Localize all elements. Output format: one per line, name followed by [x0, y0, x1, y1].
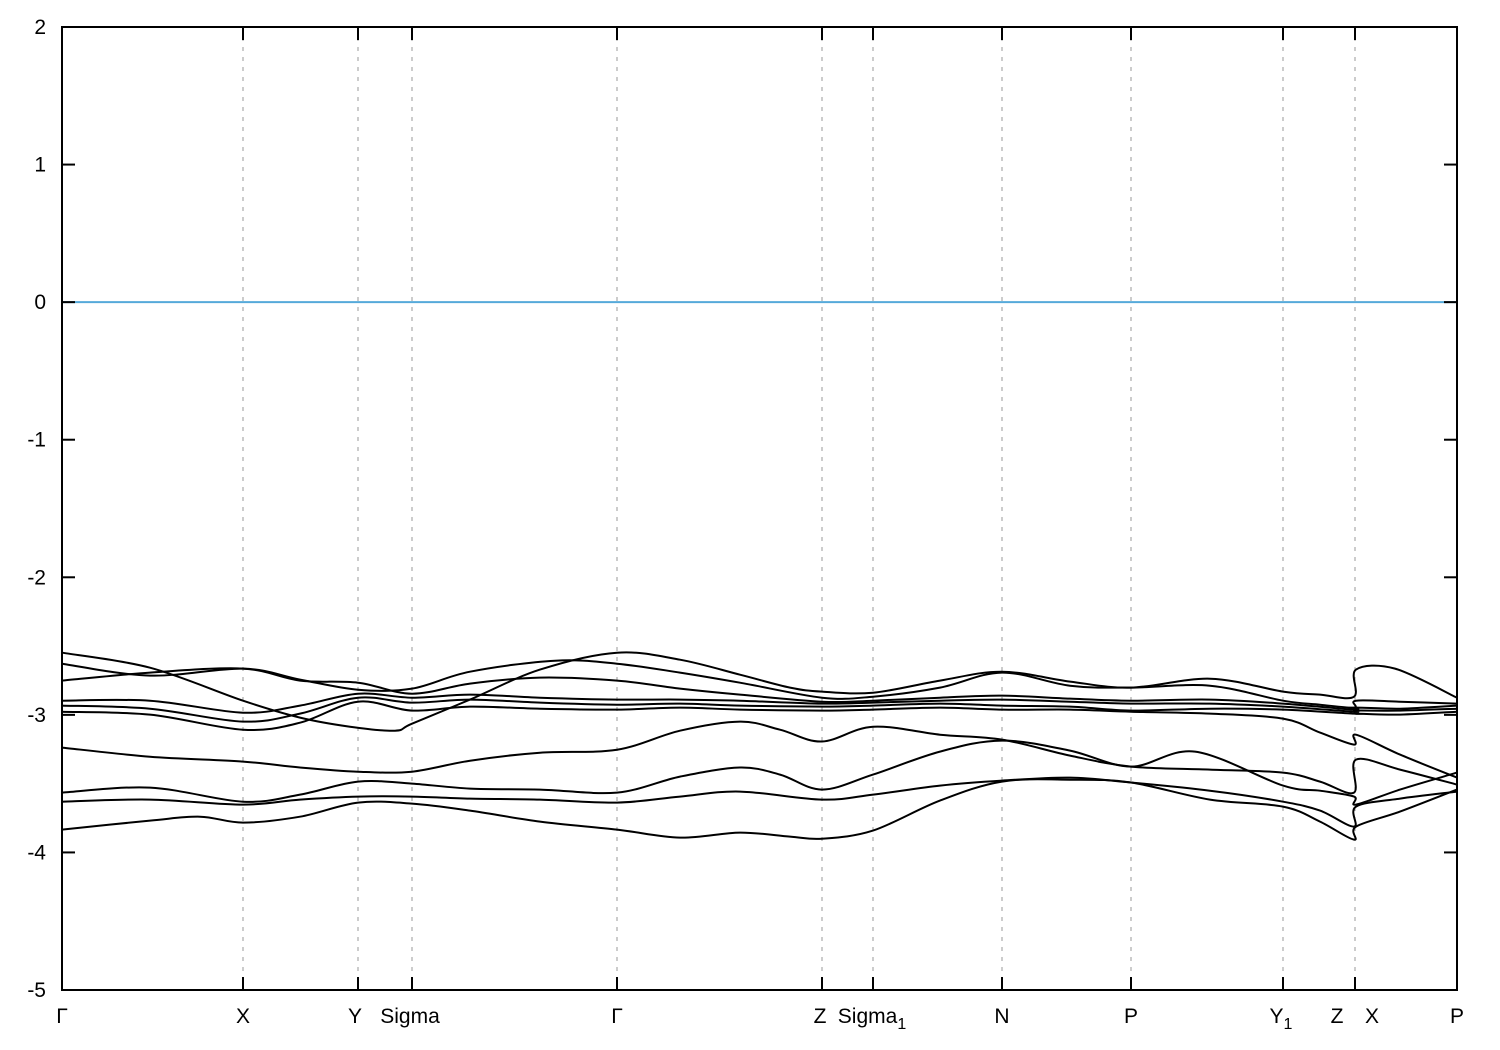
band-02-line [61, 659, 1458, 709]
band-08-line [61, 739, 1458, 806]
y-tick-label: -1 [27, 429, 46, 452]
band-03-line [61, 667, 1458, 711]
y-tick-label: -3 [27, 704, 46, 727]
k-point-label: N [994, 1005, 1009, 1028]
band-04-line [61, 692, 1458, 714]
k-point-label: X [1365, 1005, 1379, 1028]
y-tick-label: 2 [34, 16, 46, 39]
y-tick-label: -4 [27, 841, 46, 864]
k-point-label: Sigma1 [838, 1005, 907, 1033]
band-06-line [61, 700, 1458, 779]
k-point-label: Γ [611, 1005, 623, 1028]
y-tick-label: 1 [34, 154, 46, 177]
y-tick-label: -5 [27, 979, 46, 1002]
band-05-line [61, 696, 1458, 723]
k-point-label: Y [348, 1005, 362, 1028]
k-point-label: P [1124, 1005, 1138, 1028]
band-10-line [61, 778, 1458, 841]
k-point-label: Y1 [1270, 1005, 1293, 1033]
k-point-label: P [1450, 1005, 1464, 1028]
band-01-line [61, 651, 1458, 732]
band-09-line [61, 776, 1458, 828]
k-point-label: Z [814, 1005, 827, 1028]
plot-border [61, 26, 1458, 991]
k-point-label: X [236, 1005, 250, 1028]
y-tick-label: 0 [34, 291, 46, 314]
k-point-label: Z [1331, 1005, 1344, 1028]
k-point-label: Γ [56, 1005, 68, 1028]
k-point-label: Sigma [380, 1005, 440, 1028]
band-07-line [61, 720, 1458, 795]
y-tick-label: -2 [27, 566, 46, 589]
